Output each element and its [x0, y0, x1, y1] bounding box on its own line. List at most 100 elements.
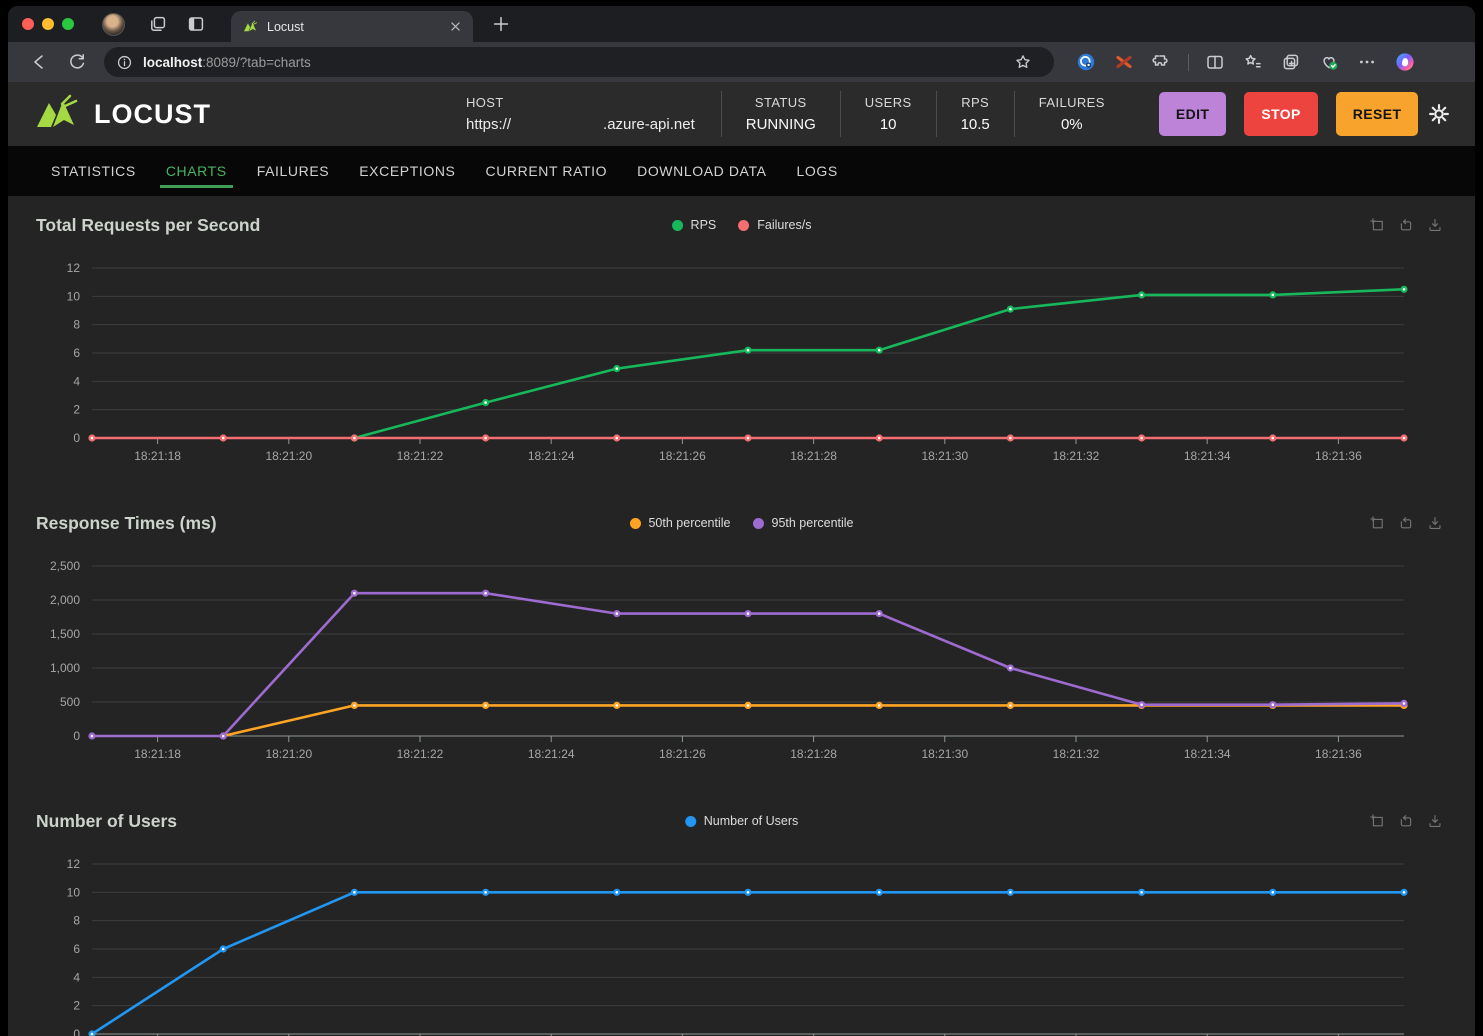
browser-essentials-icon[interactable] — [1319, 52, 1339, 72]
minimize-window-button[interactable] — [42, 18, 54, 30]
maximize-window-button[interactable] — [62, 18, 74, 30]
chart-panel-1: Response Times (ms) 50th percentile 95th p… — [30, 506, 1453, 774]
legend-dot — [684, 815, 696, 827]
stats-group: STATUS RUNNING USERS 10 RPS 10.5 FAILURES 0… — [720, 91, 1129, 137]
back-button[interactable] — [29, 52, 49, 72]
tab-exceptions[interactable]: EXCEPTIONS — [359, 163, 456, 179]
workspaces-icon — [151, 16, 166, 31]
save-image-icon[interactable] — [1427, 515, 1443, 531]
logo-group: LOCUST — [34, 94, 466, 134]
legend-item-rps[interactable]: RPS — [671, 218, 716, 232]
collections-icon[interactable] — [1243, 52, 1263, 72]
data-zoom-icon[interactable] — [1369, 813, 1385, 829]
site-info-icon[interactable] — [116, 54, 133, 71]
settings-gear-icon[interactable] — [1427, 102, 1451, 126]
stat-value: 10 — [879, 116, 897, 133]
close-x-icon — [451, 22, 460, 31]
svg-text:18:21:34: 18:21:34 — [1184, 449, 1231, 463]
back-arrow-icon — [34, 55, 43, 69]
chart-head: Response Times (ms) 50th percentile 95th p… — [30, 506, 1453, 540]
tab-download-data[interactable]: DOWNLOAD DATA — [637, 163, 767, 179]
save-image-icon[interactable] — [1427, 813, 1443, 829]
svg-text:18:21:30: 18:21:30 — [921, 747, 968, 761]
favorite-star-icon[interactable] — [1014, 53, 1032, 71]
save-image-icon — [1429, 517, 1441, 529]
data-zoom-icon[interactable] — [1369, 217, 1385, 233]
tab-current-ratio[interactable]: CURRENT RATIO — [485, 163, 608, 179]
svg-text:10: 10 — [67, 289, 81, 303]
legend-item-failures-s[interactable]: Failures/s — [738, 218, 811, 232]
profile-avatar[interactable] — [102, 12, 125, 36]
copilot-icon — [1396, 53, 1414, 71]
svg-text:18:21:30: 18:21:30 — [921, 449, 968, 463]
legend-item-number-of-users[interactable]: Number of Users — [684, 814, 798, 828]
restore-icon[interactable] — [1398, 217, 1414, 233]
svg-text:2,000: 2,000 — [50, 593, 80, 607]
locust-logo-icon — [37, 94, 78, 127]
stop-button[interactable]: STOP — [1244, 92, 1318, 136]
tab-statistics[interactable]: STATISTICS — [51, 163, 136, 179]
svg-text:1,500: 1,500 — [50, 627, 80, 641]
restore-icon — [1400, 219, 1412, 231]
refresh-icon — [70, 54, 85, 69]
data-zoom-icon — [1370, 218, 1383, 231]
split-screen-icon — [1207, 55, 1223, 69]
reset-button[interactable]: RESET — [1335, 92, 1419, 136]
chart-legend: RPS Failures/s — [671, 218, 811, 232]
address-bar[interactable]: localhost:8089/?tab=charts — [104, 47, 1054, 77]
chart-toolbox — [1369, 813, 1453, 829]
data-zoom-icon[interactable] — [1369, 515, 1385, 531]
workspace-add-icon[interactable] — [1281, 52, 1301, 72]
svg-text:0: 0 — [73, 431, 80, 445]
browser-window: Locust localhost:8089/?tab=charts LOCUST… — [8, 6, 1475, 1036]
stat-label: RPS — [961, 95, 990, 110]
browser-tab[interactable]: Locust — [231, 11, 473, 42]
restore-icon[interactable] — [1398, 515, 1414, 531]
chart-canvas-0[interactable]: 0 2 4 6 8 10 12 18:21:18 18:21:20 18:21:22 18:21:2… — [30, 244, 1453, 476]
extension-x-icon[interactable] — [1114, 52, 1134, 72]
password-manager-icon[interactable] — [1076, 52, 1096, 72]
svg-text:18:21:26: 18:21:26 — [659, 449, 706, 463]
stat-label: STATUS — [754, 95, 807, 110]
new-tab-button[interactable] — [491, 14, 511, 34]
save-image-icon[interactable] — [1427, 217, 1443, 233]
copilot-icon[interactable] — [1395, 52, 1415, 72]
tab-charts[interactable]: CHARTS — [151, 146, 242, 196]
stat-users: USERS 10 — [839, 91, 936, 137]
tab-actions-icon — [188, 17, 204, 31]
data-zoom-icon — [1370, 516, 1383, 529]
split-screen-icon[interactable] — [1205, 52, 1225, 72]
svg-text:18:21:24: 18:21:24 — [528, 449, 575, 463]
tab-logs[interactable]: LOGS — [796, 163, 838, 179]
extensions-puzzle-icon[interactable] — [1152, 52, 1172, 72]
legend-label: 50th percentile — [648, 516, 731, 530]
legend-item-95th-percentile[interactable]: 95th percentile — [752, 516, 854, 530]
svg-text:18:21:28: 18:21:28 — [790, 747, 837, 761]
svg-text:10: 10 — [67, 885, 81, 899]
svg-text:4: 4 — [73, 970, 80, 984]
host-value: https:// .azure-api.net — [466, 116, 695, 133]
tab-failures[interactable]: FAILURES — [256, 163, 330, 179]
edit-button[interactable]: EDIT — [1158, 92, 1227, 136]
refresh-button[interactable] — [67, 52, 87, 72]
chart-toolbox — [1369, 515, 1453, 531]
restore-icon[interactable] — [1398, 813, 1414, 829]
workspace-add-icon — [1283, 54, 1299, 70]
tab-actions-icon[interactable] — [186, 14, 206, 34]
app-name: LOCUST — [94, 98, 211, 129]
chart-canvas-2[interactable]: 02468101218:21:1818:21:2018:21:2218:21:2… — [30, 840, 1453, 1036]
svg-text:18:21:32: 18:21:32 — [1053, 747, 1100, 761]
tab-close-icon[interactable] — [448, 19, 463, 34]
extensions-puzzle-icon — [1152, 55, 1168, 66]
host-label: HOST — [466, 95, 504, 110]
extension-x-icon — [1116, 55, 1132, 69]
more-menu-icon[interactable] — [1357, 52, 1377, 72]
url-text[interactable]: localhost:8089/?tab=charts — [143, 55, 311, 70]
chart-canvas-1[interactable]: 0 500 1,000 1,500 2,000 2,500 18:21:18 18:21:20… — [30, 542, 1453, 774]
legend-item-50th-percentile[interactable]: 50th percentile — [629, 516, 731, 530]
workspaces-icon[interactable] — [148, 14, 168, 34]
browser-toolbar: localhost:8089/?tab=charts — [8, 42, 1475, 82]
charts-content: Total Requests per Second RPS Failures/s 0 2… — [8, 196, 1475, 1036]
data-zoom-icon — [1370, 814, 1383, 827]
close-window-button[interactable] — [22, 18, 34, 30]
